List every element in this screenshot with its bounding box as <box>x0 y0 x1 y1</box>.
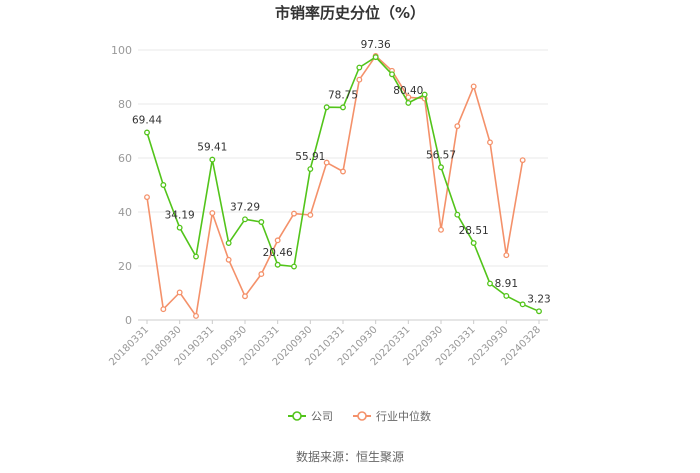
legend-label: 公司 <box>311 410 333 423</box>
y-tick-label: 100 <box>111 44 132 57</box>
industry-median-point <box>225 256 232 263</box>
industry-median-point <box>454 123 461 130</box>
company-point <box>176 224 183 231</box>
company-point <box>242 216 248 223</box>
data-label: 20.46 <box>263 247 293 259</box>
chart-title: 市销率历史分位（%） <box>275 4 425 22</box>
data-label: 59.41 <box>197 142 227 154</box>
company-point <box>225 240 232 246</box>
company-point <box>160 182 167 188</box>
data-label: 37.29 <box>230 201 260 213</box>
series-lines <box>144 52 542 319</box>
industry-median-point <box>519 157 526 164</box>
data-label: 8.91 <box>495 278 518 290</box>
company-point <box>144 129 150 136</box>
industry-median-point <box>405 94 412 101</box>
industry-median-point <box>503 252 510 259</box>
data-label: 28.51 <box>459 225 489 237</box>
company-point <box>209 156 216 163</box>
data-label: 69.44 <box>132 115 162 127</box>
legend[interactable]: 公司 行业中位数 <box>288 409 431 423</box>
y-tick-label: 60 <box>118 152 132 165</box>
company-point <box>307 166 314 172</box>
company-point <box>487 280 493 287</box>
industry-median-point <box>144 194 150 201</box>
industry-median-point <box>356 76 363 83</box>
source-text: 数据来源：恒生聚源 <box>296 449 404 464</box>
company-point <box>323 104 330 111</box>
data-label: 80.40 <box>393 85 423 97</box>
company-point <box>193 253 199 260</box>
company-point <box>470 240 477 246</box>
legend-label: 行业中位数 <box>376 409 431 423</box>
company-point <box>503 292 510 299</box>
company-point <box>372 54 379 61</box>
company-point <box>356 64 363 71</box>
legend-item-industry-median[interactable]: 行业中位数 <box>353 409 431 423</box>
industry-median-point <box>340 168 346 175</box>
industry-median-point <box>291 210 297 217</box>
legend-swatch-marker <box>292 411 302 421</box>
gridlines <box>138 49 548 267</box>
industry-median-point <box>470 83 477 90</box>
legend-swatch-marker <box>357 411 367 421</box>
company-point <box>340 104 346 111</box>
data-label: 55.91 <box>295 151 325 163</box>
industry-median-point <box>209 210 216 217</box>
data-label: 56.57 <box>426 149 456 161</box>
company-point <box>536 308 542 315</box>
industry-median-series-line <box>146 55 524 317</box>
legend-item-company[interactable]: 公司 <box>288 410 333 423</box>
industry-median-point <box>242 293 248 300</box>
company-point <box>389 71 395 78</box>
y-tick-label: 40 <box>118 206 132 219</box>
industry-median-point <box>176 289 183 296</box>
y-tick-label: 80 <box>118 98 132 111</box>
industry-median-point <box>193 313 199 319</box>
data-labels: 69.44 34.19 59.41 37.29 20.46 55.91 78.75 97.36… <box>132 39 551 305</box>
data-label: 78.75 <box>328 89 358 101</box>
industry-median-point <box>274 237 281 244</box>
industry-median-point <box>487 139 493 146</box>
industry-median-point <box>323 159 330 166</box>
company-point <box>421 91 428 98</box>
data-label: 3.23 <box>527 293 550 305</box>
data-label: 34.19 <box>165 210 195 222</box>
industry-median-point <box>438 226 444 233</box>
company-point <box>438 164 444 171</box>
company-point <box>405 99 412 106</box>
y-tick-label: 20 <box>118 260 132 273</box>
company-point <box>274 261 281 268</box>
company-point <box>519 301 526 308</box>
company-point <box>291 263 297 270</box>
company-point <box>454 211 461 218</box>
industry-median-point <box>258 271 265 278</box>
company-point <box>258 219 265 225</box>
y-tick-label: 0 <box>125 314 132 327</box>
data-label: 97.36 <box>361 39 391 51</box>
industry-median-point <box>160 306 167 313</box>
industry-median-point <box>307 212 314 218</box>
